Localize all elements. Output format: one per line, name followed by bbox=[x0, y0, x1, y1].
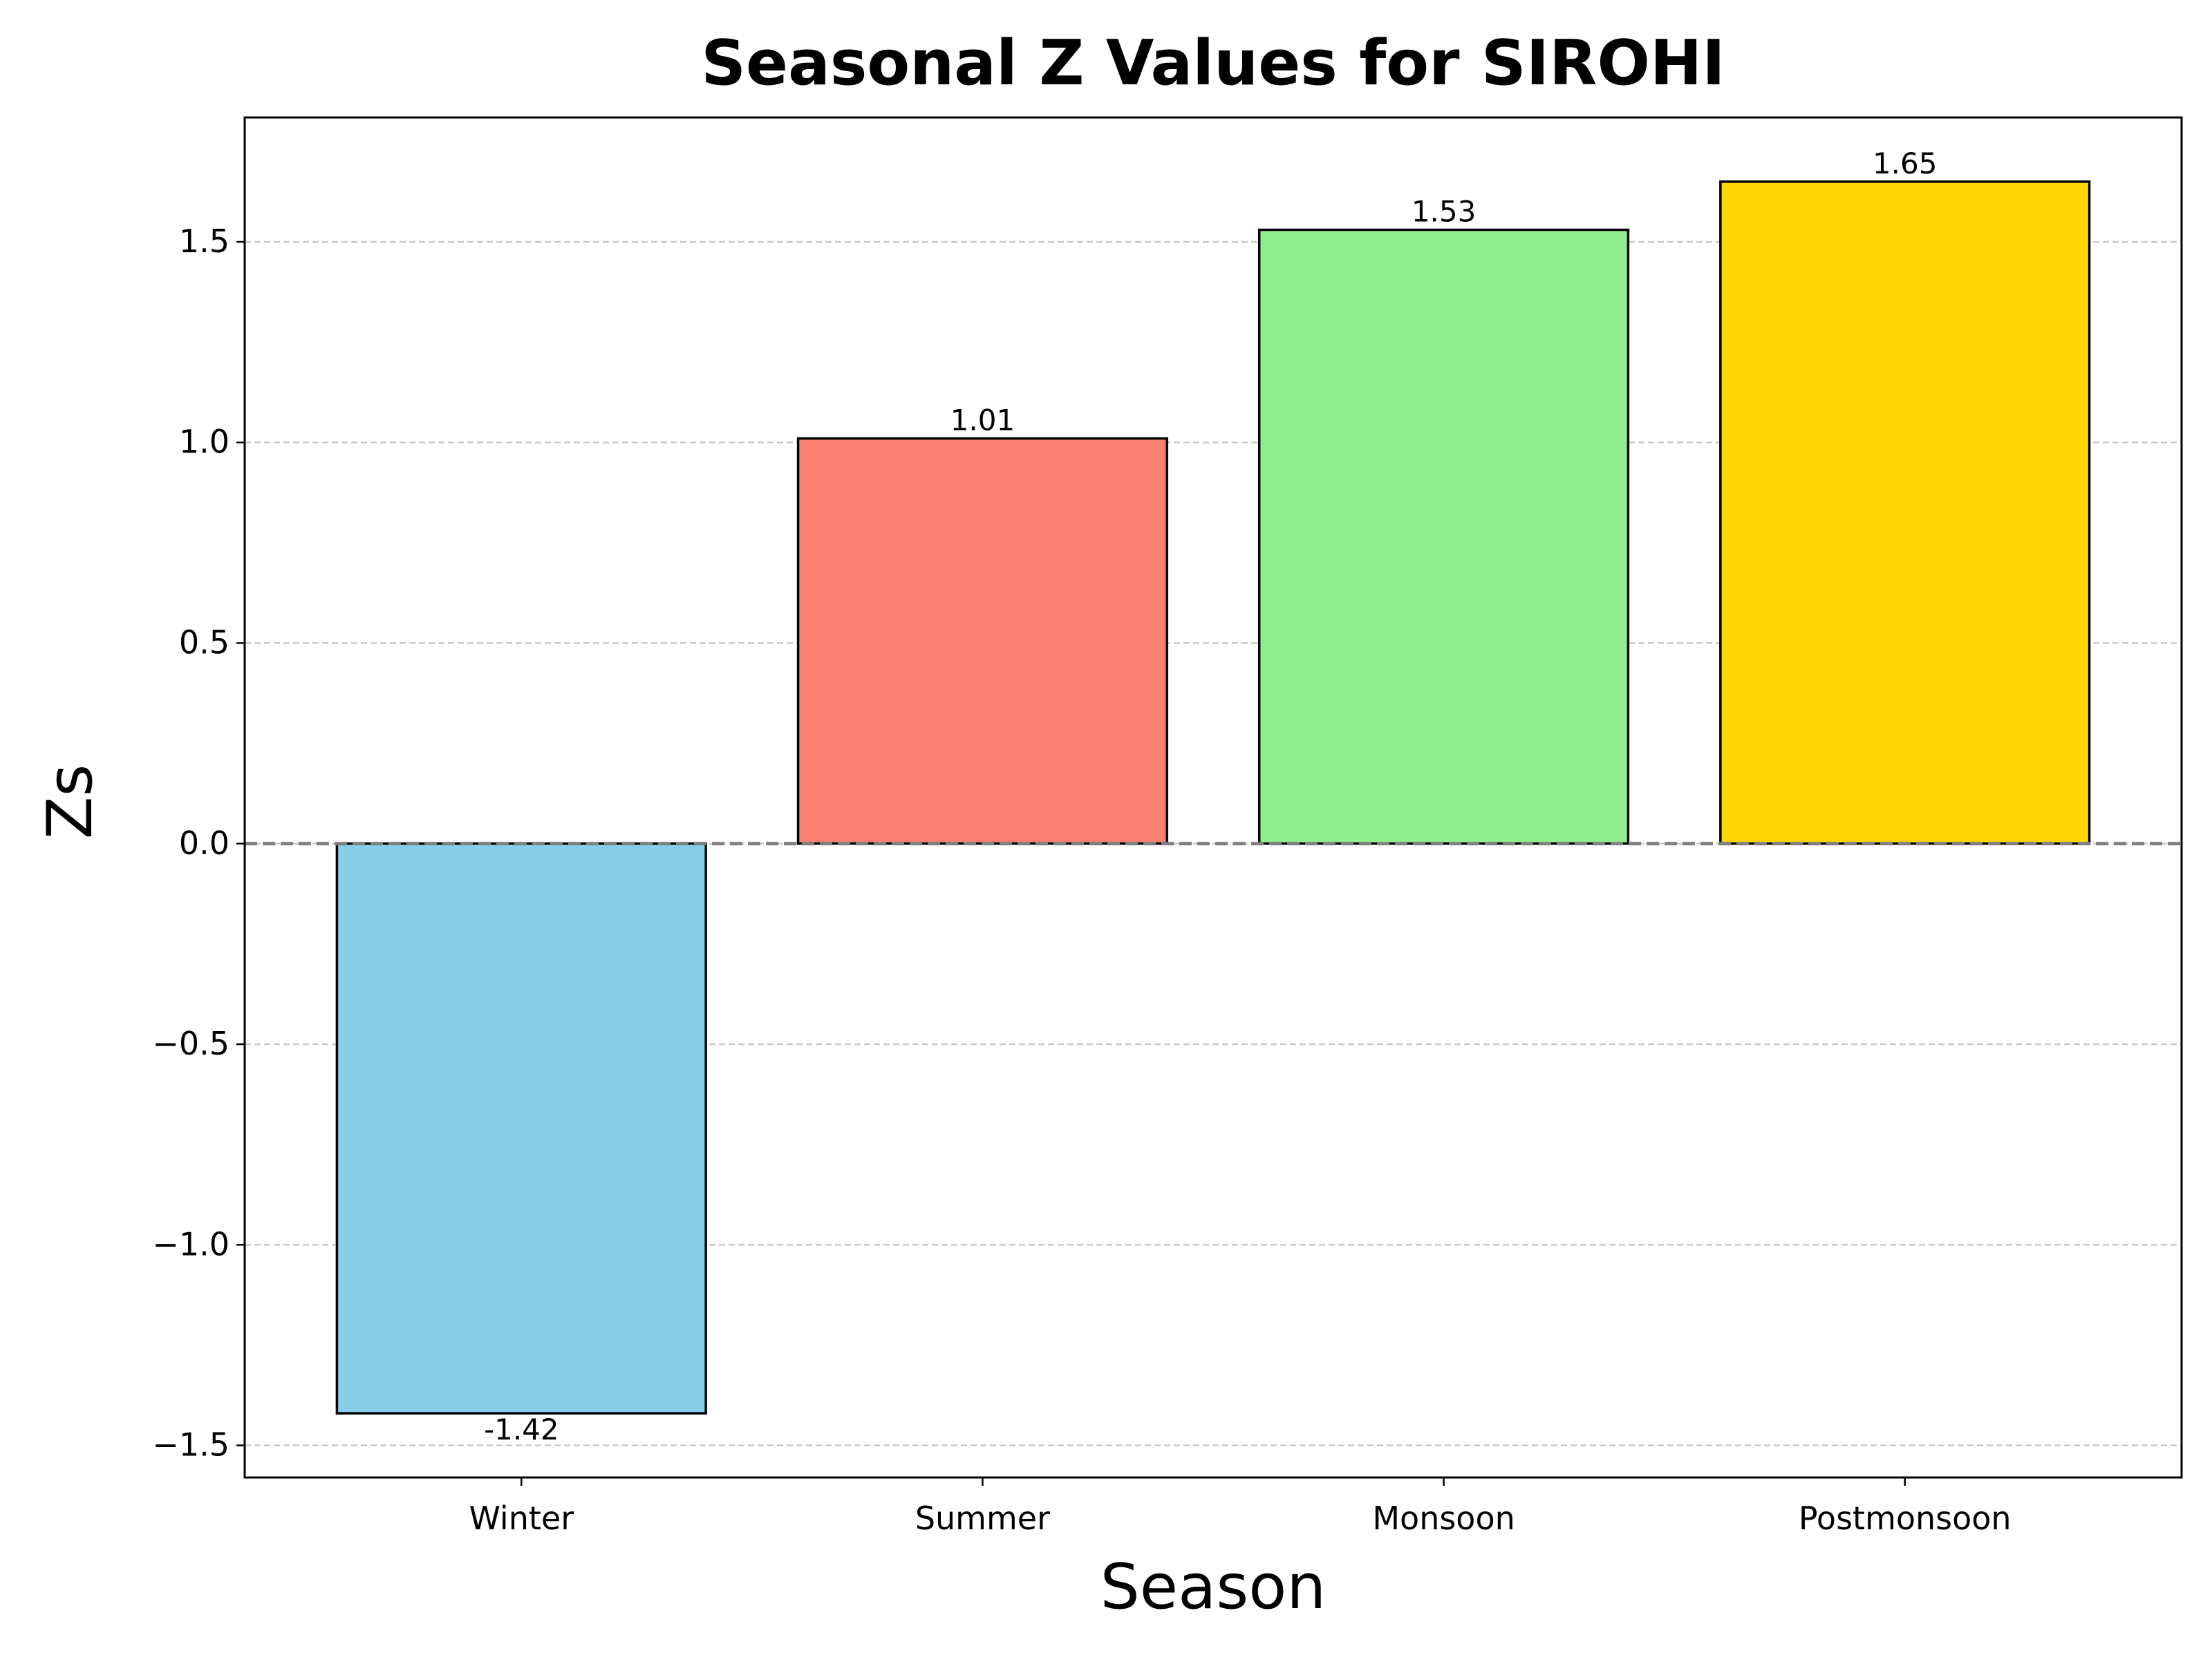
bar bbox=[335, 842, 707, 1415]
value-label: 1.53 bbox=[1412, 195, 1477, 229]
value-label: 1.01 bbox=[950, 403, 1015, 437]
x-axis: Winter Summer Monsoon Postmonsoon bbox=[469, 1477, 2012, 1537]
bars bbox=[335, 180, 2091, 1415]
x-tick-label: Summer bbox=[915, 1500, 1050, 1537]
y-axis-label: Zs bbox=[34, 764, 106, 840]
y-tick-label: 1.0 bbox=[179, 423, 229, 460]
bar bbox=[1719, 180, 2091, 845]
y-tick-label: 0.5 bbox=[179, 623, 229, 661]
chart-title: Seasonal Z Values for SIROHI bbox=[701, 27, 1725, 100]
value-labels: -1.42 1.01 1.53 1.65 bbox=[484, 147, 1938, 1446]
y-tick-label: 0.0 bbox=[179, 824, 229, 862]
x-tick-label: Monsoon bbox=[1372, 1500, 1515, 1537]
y-tick-label: 1.5 bbox=[179, 223, 229, 260]
y-tick-label: −1.0 bbox=[152, 1225, 229, 1263]
plot-frame bbox=[243, 116, 2183, 1479]
y-tick-label: −1.5 bbox=[152, 1426, 229, 1464]
bar bbox=[796, 437, 1169, 845]
x-axis-label: Season bbox=[1100, 1551, 1327, 1623]
y-axis: −1.5 −1.0 −0.5 0.0 0.5 1.0 1.5 bbox=[152, 223, 245, 1464]
value-label: -1.42 bbox=[484, 1413, 559, 1446]
bar bbox=[1257, 228, 1630, 845]
x-tick-label: Postmonsoon bbox=[1799, 1500, 2012, 1537]
y-tick-label: −0.5 bbox=[152, 1025, 229, 1062]
value-label: 1.65 bbox=[1873, 147, 1938, 180]
x-tick-label: Winter bbox=[469, 1500, 574, 1537]
